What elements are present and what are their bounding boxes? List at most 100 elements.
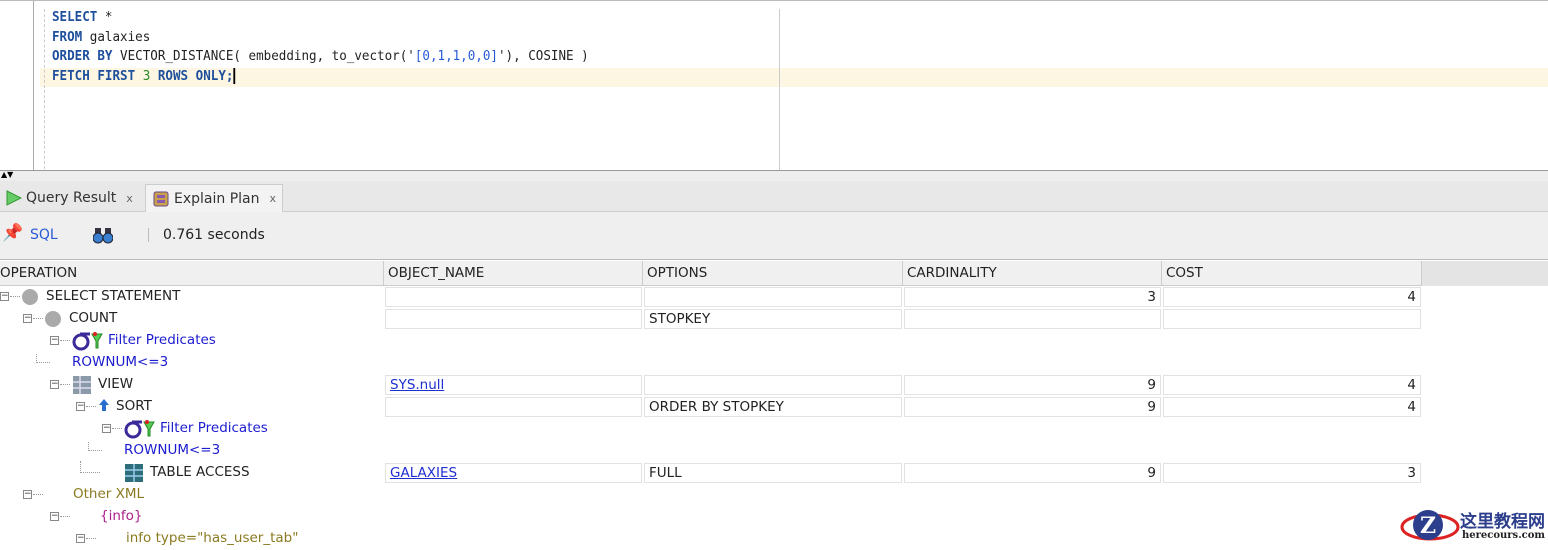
collapse-toggle-icon[interactable]: − xyxy=(50,379,59,389)
plan-row[interactable]: TABLE ACCESS GALAXIES FULL 9 3 xyxy=(0,461,1422,484)
plan-row[interactable]: − Other XML xyxy=(0,484,1422,506)
filter-predicate-icon xyxy=(72,332,103,351)
cell-cost xyxy=(1163,309,1421,329)
indent-guide xyxy=(44,9,45,169)
collapse-arrows-icon[interactable]: ▲▼ xyxy=(1,170,14,179)
object-name-link[interactable]: SYS.null xyxy=(390,377,445,393)
view-icon xyxy=(73,376,91,394)
tree-connector xyxy=(80,461,100,473)
code-line[interactable]: FROM galaxies xyxy=(52,29,150,45)
code-token: VECTOR_DISTANCE( embedding, to_vector(' xyxy=(112,48,415,64)
watermark-logo: Z 这里教程网 herecours.com xyxy=(1400,503,1548,548)
predicate-text[interactable]: ROWNUM<=3 xyxy=(72,354,169,370)
tree-connector xyxy=(33,318,43,319)
operation-circle-icon xyxy=(45,311,61,327)
cell-object xyxy=(385,287,642,307)
operation-label[interactable]: VIEW xyxy=(98,376,134,392)
plan-row[interactable]: − SORT ORDER BY STOPKEY 9 4 xyxy=(0,396,1422,418)
collapse-toggle-icon[interactable]: − xyxy=(102,423,111,433)
operation-label[interactable]: Filter Predicates xyxy=(108,332,216,348)
filter-predicate-icon xyxy=(124,420,155,439)
operation-circle-icon xyxy=(22,289,38,305)
plan-row[interactable]: − info type="has_user_tab" xyxy=(0,528,1422,550)
operation-label[interactable]: Other XML xyxy=(73,486,145,502)
operation-label[interactable]: COUNT xyxy=(69,310,118,326)
line-gutter xyxy=(0,1,34,171)
tree-connector xyxy=(88,442,102,451)
splitter[interactable]: ▲▼ xyxy=(0,170,1548,181)
code-token: SELECT xyxy=(52,9,98,25)
column-header-cardinality[interactable]: CARDINALITY xyxy=(903,261,1162,286)
binoculars-icon[interactable] xyxy=(93,226,113,244)
column-header-cost[interactable]: COST xyxy=(1162,261,1422,286)
object-name-link[interactable]: GALAXIES xyxy=(390,465,458,481)
operation-label[interactable]: Filter Predicates xyxy=(160,420,268,436)
code-token: 3 xyxy=(142,68,151,84)
pin-icon[interactable]: 📌 xyxy=(2,223,24,243)
close-icon[interactable]: x xyxy=(269,192,276,205)
plan-row[interactable]: ROWNUM<=3 xyxy=(0,440,1422,462)
svg-text:Z: Z xyxy=(1420,513,1436,539)
cell-cardinality: 9 xyxy=(904,375,1161,395)
code-line[interactable]: FETCH FIRST 3 ROWS ONLY; xyxy=(52,68,236,84)
collapse-toggle-icon[interactable]: − xyxy=(0,291,9,301)
tree-connector xyxy=(36,354,50,363)
text-cursor xyxy=(233,68,236,84)
separator xyxy=(148,228,149,242)
cell-object: GALAXIES xyxy=(385,463,642,483)
collapse-toggle-icon[interactable]: − xyxy=(50,335,59,345)
tab-label: Query Result xyxy=(26,190,117,206)
collapse-toggle-icon[interactable]: − xyxy=(23,489,32,499)
tab-explain-plan[interactable]: Explain Plan x xyxy=(145,184,283,212)
collapse-toggle-icon[interactable]: − xyxy=(76,401,85,411)
column-header-options[interactable]: OPTIONS xyxy=(643,261,903,286)
plan-row[interactable]: − VIEW SYS.null 9 4 xyxy=(0,374,1422,396)
collapse-toggle-icon[interactable]: − xyxy=(50,511,59,521)
plan-row[interactable]: − SELECT STATEMENT 3 4 xyxy=(0,286,1422,308)
collapse-toggle-icon[interactable]: − xyxy=(76,533,85,543)
table-icon xyxy=(125,464,143,482)
cell-options xyxy=(644,287,902,307)
operation-label[interactable]: TABLE ACCESS xyxy=(150,464,250,480)
operation-label[interactable]: SELECT STATEMENT xyxy=(46,288,181,304)
tab-query-result[interactable]: Query Result x xyxy=(0,184,139,212)
plan-row[interactable]: − Filter Predicates xyxy=(0,418,1422,440)
collapse-toggle-icon[interactable]: − xyxy=(23,313,32,323)
cell-cost: 4 xyxy=(1163,287,1421,307)
cell-object xyxy=(385,309,642,329)
result-tabs: Query Result x Explain Plan x xyxy=(0,181,1548,212)
cell-cost: 4 xyxy=(1163,397,1421,417)
code-line[interactable]: SELECT * xyxy=(52,9,112,25)
watermark-url: herecours.com xyxy=(1462,530,1546,541)
cell-cardinality: 9 xyxy=(904,397,1161,417)
tree-connector xyxy=(10,296,20,297)
plan-row[interactable]: − Filter Predicates xyxy=(0,330,1422,352)
column-header-operation[interactable]: OPERATION xyxy=(0,261,384,286)
plan-row[interactable]: − {info} xyxy=(0,506,1422,528)
column-header-object-name[interactable]: OBJECT_NAME xyxy=(384,261,643,286)
code-token: '), COSINE ) xyxy=(497,48,589,64)
cell-options: ORDER BY STOPKEY xyxy=(644,397,902,417)
tree-connector xyxy=(86,406,96,407)
code-token: galaxies xyxy=(82,29,151,45)
code-token: FROM xyxy=(52,29,83,45)
operation-label[interactable]: info type="has_user_tab" xyxy=(126,530,299,546)
header-filler xyxy=(1422,261,1548,286)
sql-editor[interactable]: SELECT * FROM galaxies ORDER BY VECTOR_DIS… xyxy=(0,0,1548,171)
code-line[interactable]: ORDER BY VECTOR_DISTANCE( embedding, to_… xyxy=(52,48,589,64)
code-token: [0,1,1,0,0] xyxy=(414,48,498,64)
cell-options: STOPKEY xyxy=(644,309,902,329)
plan-row[interactable]: ROWNUM<=3 xyxy=(0,352,1422,374)
tab-label: Explain Plan xyxy=(174,190,260,207)
sql-button[interactable]: SQL xyxy=(30,227,58,243)
operation-label[interactable]: {info} xyxy=(100,508,143,524)
operation-label[interactable]: SORT xyxy=(116,398,152,414)
plan-row[interactable]: − COUNT STOPKEY xyxy=(0,308,1422,330)
toolbar: 📌 SQL 0.761 seconds xyxy=(0,212,1548,260)
close-icon[interactable]: x xyxy=(126,191,133,205)
predicate-text[interactable]: ROWNUM<=3 xyxy=(124,442,221,458)
watermark-text: 这里教程网 xyxy=(1460,512,1545,532)
code-token: ORDER BY xyxy=(52,48,113,64)
play-icon xyxy=(6,190,22,206)
cell-options: FULL xyxy=(644,463,902,483)
